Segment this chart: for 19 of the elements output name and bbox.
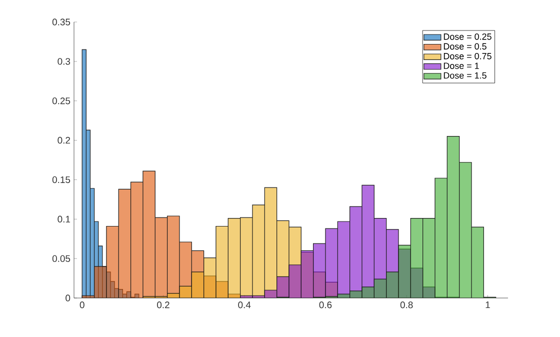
x-tick-label: 0	[80, 302, 84, 308]
y-tick-label: 0	[66, 294, 70, 302]
x-tick-label: 1	[486, 302, 490, 308]
legend-label: Dose = 1.5	[444, 72, 486, 79]
y-tick-label: 0.2	[58, 136, 70, 144]
x-tick-label: 0.8	[400, 302, 413, 308]
y-tick-label: 0.05	[52, 255, 70, 262]
y-tick-label: 0.15	[52, 176, 70, 184]
legend-label: Dose = 0.25	[444, 33, 492, 40]
legend-label: Dose = 1	[444, 62, 479, 69]
y-tick-label: 0.3	[58, 58, 70, 65]
legend-label: Dose = 0.75	[444, 52, 492, 60]
x-tick-label: 0.6	[319, 302, 332, 308]
x-tick-label: 0.4	[238, 302, 251, 308]
y-tick-label: 0.25	[52, 98, 70, 104]
y-tick-label: 0.35	[52, 18, 70, 26]
legend-label: Dose = 0.5	[444, 43, 486, 50]
y-tick-label: 0.1	[58, 216, 70, 222]
x-tick-label: 0.2	[157, 302, 170, 308]
